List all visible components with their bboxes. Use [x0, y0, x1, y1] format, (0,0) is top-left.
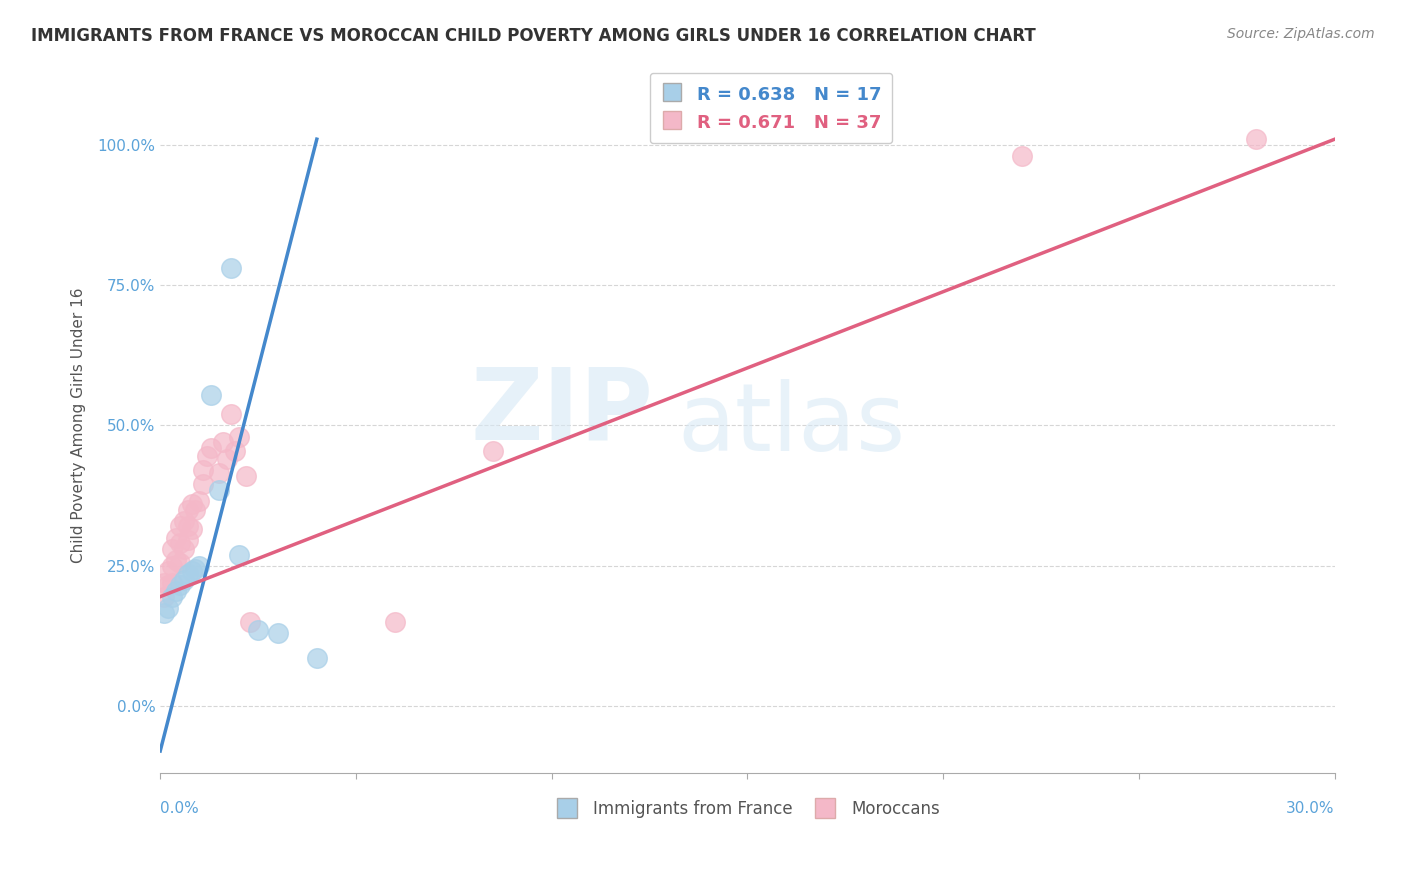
Point	[176, 567, 198, 582]
Point	[235, 469, 257, 483]
Point	[173, 573, 195, 587]
Point	[184, 561, 207, 575]
Point	[157, 565, 180, 579]
Point	[160, 575, 183, 590]
Point	[184, 502, 207, 516]
Point	[193, 463, 215, 477]
Text: atlas: atlas	[678, 379, 905, 472]
Point	[195, 450, 218, 464]
Point	[219, 261, 242, 276]
Point	[305, 651, 328, 665]
Point	[188, 494, 211, 508]
Point	[208, 466, 231, 480]
Point	[228, 548, 250, 562]
Text: IMMIGRANTS FROM FRANCE VS MOROCCAN CHILD POVERTY AMONG GIRLS UNDER 16 CORRELATIO: IMMIGRANTS FROM FRANCE VS MOROCCAN CHILD…	[31, 27, 1036, 45]
Point	[176, 502, 198, 516]
Point	[247, 624, 270, 638]
Point	[228, 430, 250, 444]
Point	[153, 590, 176, 604]
Point	[153, 575, 176, 590]
Point	[173, 541, 195, 556]
Point	[180, 522, 202, 536]
Point	[208, 483, 231, 497]
Point	[165, 531, 187, 545]
Point	[153, 607, 176, 621]
Point	[482, 443, 505, 458]
Text: 30.0%: 30.0%	[1286, 801, 1334, 816]
Text: ZIP: ZIP	[471, 363, 654, 460]
Point	[169, 536, 191, 550]
Point	[157, 578, 180, 592]
Point	[180, 497, 202, 511]
Point	[173, 514, 195, 528]
Point	[1246, 132, 1268, 146]
Text: 0.0%: 0.0%	[160, 801, 200, 816]
Point	[200, 387, 222, 401]
Point	[176, 519, 198, 533]
Legend: Immigrants from France, Moroccans: Immigrants from France, Moroccans	[548, 793, 946, 824]
Point	[176, 533, 198, 548]
Point	[165, 584, 187, 599]
Point	[160, 541, 183, 556]
Point	[266, 626, 288, 640]
Point	[180, 565, 202, 579]
Text: Source: ZipAtlas.com: Source: ZipAtlas.com	[1227, 27, 1375, 41]
Point	[165, 553, 187, 567]
Point	[1011, 149, 1033, 163]
Point	[212, 435, 235, 450]
Point	[193, 477, 215, 491]
Point	[157, 600, 180, 615]
Point	[219, 407, 242, 421]
Point	[160, 590, 183, 604]
Point	[169, 578, 191, 592]
Point	[239, 615, 262, 629]
Point	[169, 556, 191, 570]
Y-axis label: Child Poverty Among Girls Under 16: Child Poverty Among Girls Under 16	[72, 288, 86, 563]
Point	[215, 452, 238, 467]
Point	[169, 519, 191, 533]
Point	[160, 558, 183, 573]
Point	[384, 615, 406, 629]
Point	[188, 558, 211, 573]
Point	[224, 443, 246, 458]
Point	[200, 441, 222, 455]
